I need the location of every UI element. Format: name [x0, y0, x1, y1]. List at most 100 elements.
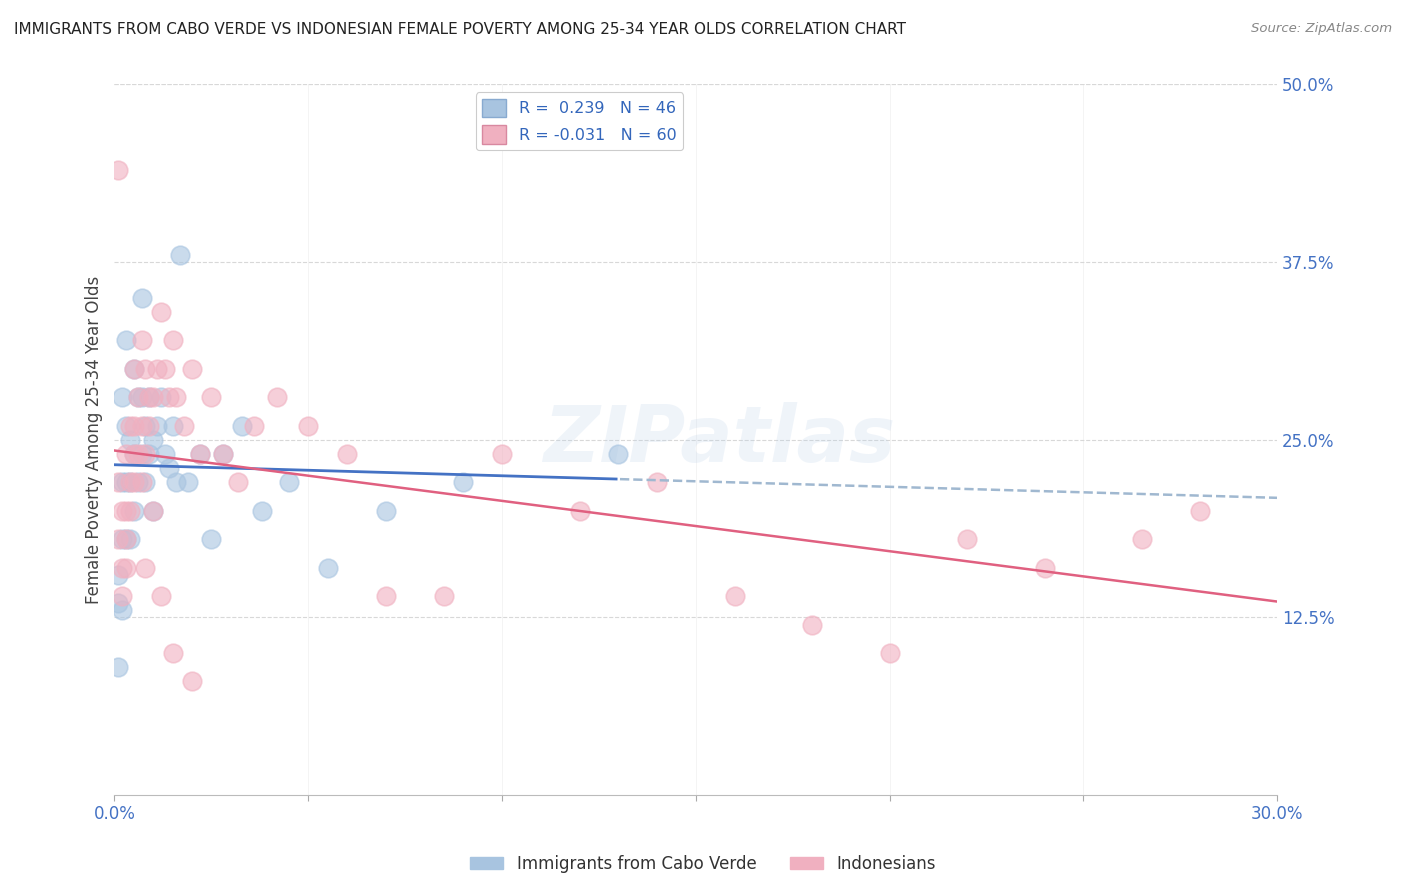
Point	[228, 475, 250, 490]
Point	[107, 533, 129, 547]
Point	[297, 418, 319, 433]
Point	[122, 361, 145, 376]
Point	[607, 447, 630, 461]
Point	[111, 603, 134, 617]
Point	[1188, 504, 1211, 518]
Point	[181, 674, 204, 689]
Point	[134, 475, 156, 490]
Point	[451, 475, 474, 490]
Point	[149, 390, 172, 404]
Point	[107, 162, 129, 177]
Point	[723, 589, 745, 603]
Point	[127, 390, 149, 404]
Point	[433, 589, 456, 603]
Point	[149, 589, 172, 603]
Point	[111, 533, 134, 547]
Point	[153, 361, 176, 376]
Point	[165, 390, 187, 404]
Point	[127, 475, 149, 490]
Point	[115, 333, 138, 347]
Point	[122, 361, 145, 376]
Point	[134, 361, 156, 376]
Point	[107, 660, 129, 674]
Point	[118, 433, 141, 447]
Point	[162, 333, 184, 347]
Point	[138, 390, 160, 404]
Point	[316, 560, 339, 574]
Legend: R =  0.239   N = 46, R = -0.031   N = 60: R = 0.239 N = 46, R = -0.031 N = 60	[475, 93, 683, 150]
Point	[115, 504, 138, 518]
Point	[131, 447, 153, 461]
Point	[111, 390, 134, 404]
Point	[879, 646, 901, 660]
Point	[131, 333, 153, 347]
Point	[115, 475, 138, 490]
Point	[146, 418, 169, 433]
Point	[111, 475, 134, 490]
Point	[138, 418, 160, 433]
Point	[146, 361, 169, 376]
Point	[568, 504, 591, 518]
Point	[374, 504, 396, 518]
Point	[122, 418, 145, 433]
Point	[149, 305, 172, 319]
Point	[374, 589, 396, 603]
Point	[127, 390, 149, 404]
Point	[115, 560, 138, 574]
Point	[134, 560, 156, 574]
Text: Source: ZipAtlas.com: Source: ZipAtlas.com	[1251, 22, 1392, 36]
Point	[122, 475, 145, 490]
Point	[956, 533, 979, 547]
Y-axis label: Female Poverty Among 25-34 Year Olds: Female Poverty Among 25-34 Year Olds	[86, 276, 103, 604]
Point	[142, 390, 165, 404]
Point	[131, 475, 153, 490]
Point	[111, 504, 134, 518]
Point	[115, 418, 138, 433]
Point	[118, 533, 141, 547]
Point	[266, 390, 288, 404]
Point	[142, 504, 165, 518]
Point	[115, 447, 138, 461]
Point	[111, 560, 134, 574]
Point	[165, 475, 187, 490]
Point	[134, 447, 156, 461]
Point	[231, 418, 253, 433]
Point	[153, 447, 176, 461]
Point	[107, 567, 129, 582]
Text: IMMIGRANTS FROM CABO VERDE VS INDONESIAN FEMALE POVERTY AMONG 25-34 YEAR OLDS CO: IMMIGRANTS FROM CABO VERDE VS INDONESIAN…	[14, 22, 905, 37]
Point	[212, 447, 235, 461]
Point	[118, 418, 141, 433]
Point	[250, 504, 273, 518]
Point	[277, 475, 299, 490]
Point	[118, 475, 141, 490]
Point	[127, 447, 149, 461]
Point	[200, 390, 222, 404]
Point	[169, 248, 191, 262]
Point	[122, 447, 145, 461]
Point	[142, 504, 165, 518]
Legend: Immigrants from Cabo Verde, Indonesians: Immigrants from Cabo Verde, Indonesians	[464, 848, 942, 880]
Point	[138, 390, 160, 404]
Point	[162, 418, 184, 433]
Point	[157, 461, 180, 475]
Point	[243, 418, 266, 433]
Point	[138, 447, 160, 461]
Point	[336, 447, 359, 461]
Point	[131, 418, 153, 433]
Point	[118, 475, 141, 490]
Point	[801, 617, 824, 632]
Point	[107, 596, 129, 610]
Point	[115, 533, 138, 547]
Point	[188, 447, 211, 461]
Point	[1130, 533, 1153, 547]
Point	[107, 475, 129, 490]
Point	[118, 504, 141, 518]
Point	[134, 418, 156, 433]
Point	[157, 390, 180, 404]
Point	[181, 361, 204, 376]
Text: ZIPatlas: ZIPatlas	[543, 401, 896, 478]
Point	[122, 447, 145, 461]
Point	[162, 646, 184, 660]
Point	[131, 390, 153, 404]
Point	[115, 533, 138, 547]
